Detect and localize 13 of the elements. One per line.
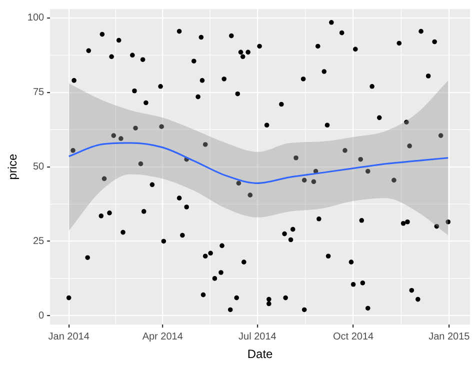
line-series [68, 142, 449, 184]
y-axis-title: price [6, 153, 20, 180]
y-tick-label: 100 [27, 12, 45, 24]
x-tick-label: Jan 2014 [48, 331, 90, 342]
y-tick-label: 0 [38, 310, 45, 322]
y-tick-label: 25 [32, 236, 45, 247]
y-tick-label: 75 [32, 87, 45, 98]
y-tick-label: 50 [32, 162, 45, 173]
x-axis-title: Date [247, 347, 274, 362]
x-tick-label: Apr 2014 [142, 331, 184, 342]
x-tick-label: Oct 2014 [333, 331, 374, 342]
x-tick-label: Jul 2014 [238, 331, 277, 342]
x-tick-label: Jan 2015 [428, 331, 470, 342]
